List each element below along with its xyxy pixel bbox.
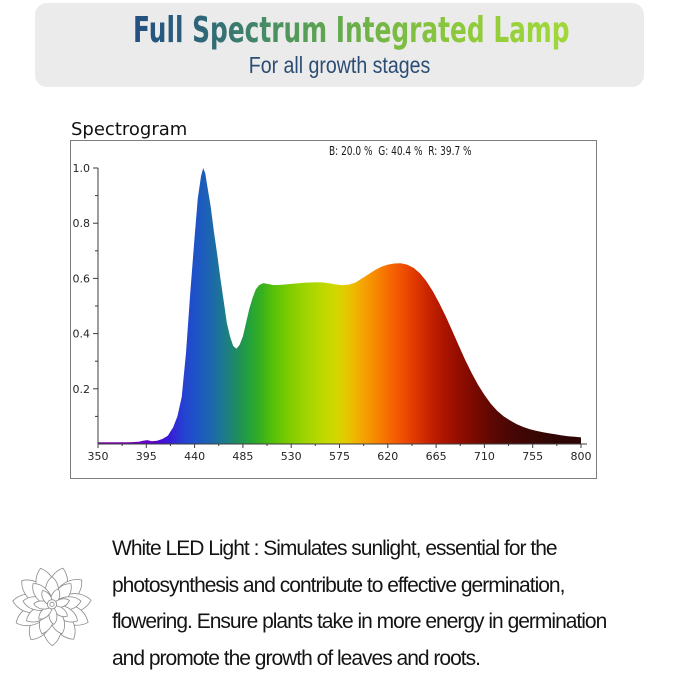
svg-text:0.4: 0.4 <box>73 328 91 341</box>
svg-text:350: 350 <box>88 450 109 463</box>
svg-text:1.0: 1.0 <box>73 162 91 175</box>
description-text: White LED Light : Simulates sunlight, es… <box>112 531 677 677</box>
svg-text:530: 530 <box>281 450 302 463</box>
svg-text:575: 575 <box>329 450 350 463</box>
svg-text:0.8: 0.8 <box>73 217 91 230</box>
spectrogram-chart: 0.2 0.4 0.6 0.8 1.0 350 395 440 485 530 575 620 665 7… <box>70 140 597 479</box>
banner-title: Full Spectrum Integrated Lamp <box>133 10 570 51</box>
succulent-icon <box>5 562 99 654</box>
description-line: flowering. Ensure plants take in more en… <box>112 610 607 634</box>
svg-text:395: 395 <box>136 450 157 463</box>
svg-text:485: 485 <box>232 450 253 463</box>
header-banner: Full Spectrum Integrated Lamp For all gr… <box>35 3 644 87</box>
spectrum-plot-svg: 0.2 0.4 0.6 0.8 1.0 350 395 440 485 530 575 620 665 7… <box>73 162 592 463</box>
chart-legend: B: 20.0 % G: 40.4 % R: 39.7 % <box>329 143 472 158</box>
svg-text:0.2: 0.2 <box>73 383 91 396</box>
svg-text:800: 800 <box>571 450 592 463</box>
description-line: White LED Light : Simulates sunlight, es… <box>112 537 558 560</box>
svg-text:755: 755 <box>522 450 543 463</box>
description-line: and promote the growth of leaves and roo… <box>112 646 481 670</box>
section-title: Spectrogram <box>71 119 188 140</box>
description-line: photosynthesis and contribute to effecti… <box>112 573 565 597</box>
svg-text:665: 665 <box>426 450 447 463</box>
banner-subtitle: For all growth stages <box>248 52 431 78</box>
svg-text:440: 440 <box>184 450 205 463</box>
svg-text:0.6: 0.6 <box>73 272 91 285</box>
svg-text:710: 710 <box>474 450 495 463</box>
svg-text:620: 620 <box>377 450 398 463</box>
